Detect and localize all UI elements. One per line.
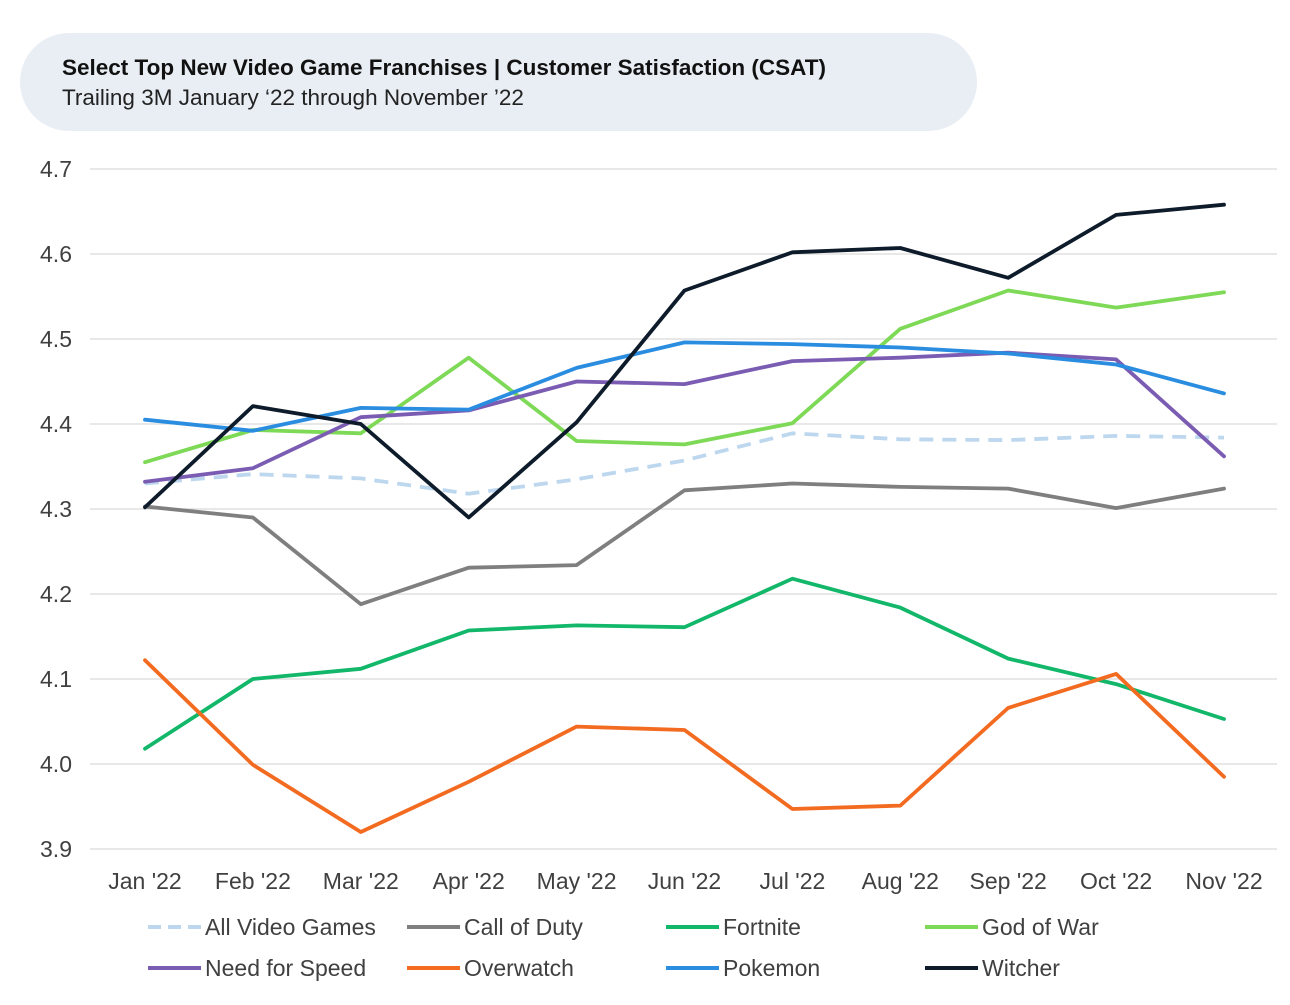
x-axis-ticks: Jan '22 Feb '22 Mar '22 Apr '22 May '22 Jun '… (108, 868, 1262, 894)
legend-label: Need for Speed (205, 955, 366, 981)
title-banner (20, 33, 977, 131)
series-line-call-of-duty (143, 481, 1226, 607)
y-tick-label: 3.9 (40, 836, 72, 862)
gridlines (90, 168, 1277, 850)
y-tick-label: 4.6 (40, 241, 72, 267)
x-tick-label: Apr '22 (433, 868, 505, 894)
legend-label: Overwatch (464, 955, 574, 981)
y-axis-ticks: 3.9 4.0 4.1 4.2 4.3 4.4 4.5 4.6 4.7 (40, 156, 72, 862)
y-tick-label: 4.4 (40, 411, 72, 437)
legend-label: Fortnite (723, 914, 801, 940)
x-tick-label: Aug '22 (862, 868, 939, 894)
y-tick-label: 4.2 (40, 581, 72, 607)
x-tick-label: Oct '22 (1080, 868, 1152, 894)
legend-label: Call of Duty (464, 914, 583, 940)
x-tick-label: Jul '22 (760, 868, 826, 894)
series-line-overwatch (143, 658, 1226, 834)
legend-label: Witcher (982, 955, 1060, 981)
x-tick-label: Sep '22 (970, 868, 1047, 894)
y-tick-label: 4.0 (40, 751, 72, 777)
x-tick-label: Nov '22 (1185, 868, 1262, 894)
series-line-witcher (143, 202, 1226, 520)
y-tick-label: 4.7 (40, 156, 72, 182)
legend-label: Pokemon (723, 955, 820, 981)
chart-title: Select Top New Video Game Franchises | C… (62, 55, 826, 80)
chart-subtitle: Trailing 3M January ‘22 through November… (62, 85, 524, 110)
series-lines (143, 202, 1226, 834)
y-tick-label: 4.1 (40, 666, 72, 692)
x-tick-label: May '22 (537, 868, 617, 894)
legend-label: All Video Games (205, 914, 376, 940)
series-line-pokemon (143, 340, 1226, 433)
y-tick-label: 4.3 (40, 496, 72, 522)
x-tick-label: Jun '22 (648, 868, 721, 894)
series-line-need-for-speed (143, 350, 1226, 484)
x-tick-label: Feb '22 (215, 868, 291, 894)
series-line-all-video-games (144, 431, 1225, 496)
y-tick-label: 4.5 (40, 326, 72, 352)
legend-label: God of War (982, 914, 1099, 940)
series-line-fortnite (143, 576, 1226, 751)
legend: All Video Games Call of Duty Fortnite God o… (148, 914, 1099, 981)
x-tick-label: Mar '22 (323, 868, 399, 894)
x-tick-label: Jan '22 (108, 868, 181, 894)
